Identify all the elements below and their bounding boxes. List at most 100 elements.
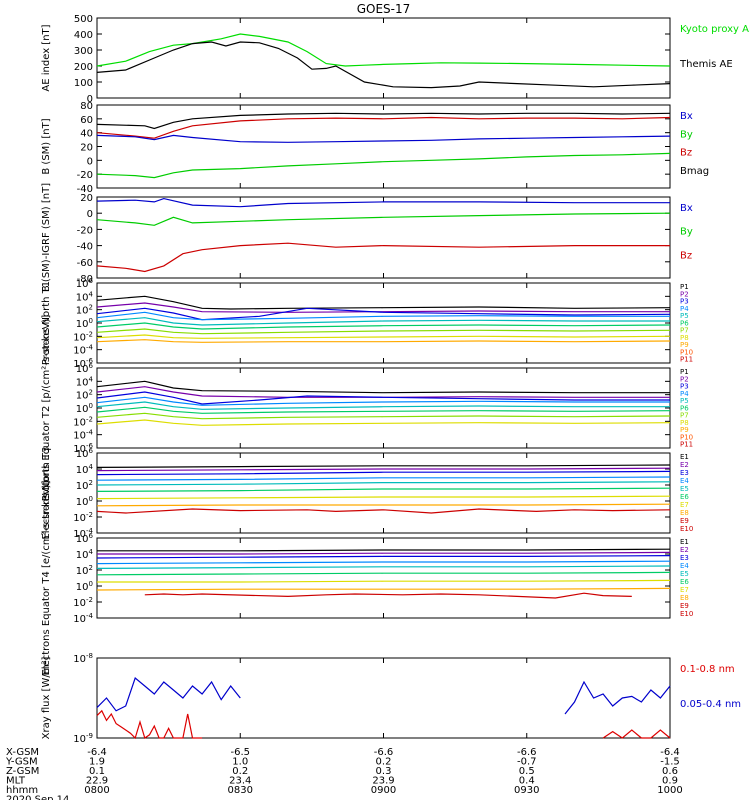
y-tick-label: -60	[77, 258, 93, 269]
legend-entry: By	[680, 227, 693, 238]
y-tick-label: 200	[74, 62, 93, 73]
orbit-row-label: MLT	[6, 776, 26, 787]
orbit-value: -6.6	[517, 747, 537, 758]
legend-entry: Themis AE	[679, 59, 733, 70]
series-line-e4	[96, 476, 671, 481]
orbit-value: 0.3	[376, 766, 392, 777]
y-tick-label: 10-4	[73, 527, 93, 540]
legend-entry: E10	[680, 525, 693, 533]
orbit-value: -1.5	[660, 757, 680, 768]
series-line-p4	[96, 396, 670, 406]
legend-entry: P8	[680, 419, 689, 427]
legend-entry: Bz	[680, 250, 692, 261]
series-line-e2	[97, 551, 671, 555]
panel-frame-pn	[96, 282, 671, 364]
y-axis-label: B (SM)-IGRF (SM) [nT]	[41, 183, 52, 292]
y-tick-label: 300	[74, 46, 93, 57]
legend-entry: Kyoto proxy AE	[680, 24, 750, 35]
series-line-p3	[96, 307, 671, 321]
series-line-bx	[96, 197, 670, 208]
y-tick-label: 20	[80, 193, 93, 204]
orbit-value: -0.7	[517, 757, 537, 768]
legend-entry: Bx	[680, 203, 693, 214]
legend-entry: E5	[680, 485, 689, 493]
y-tick-label: 104	[76, 548, 94, 561]
orbit-value: 23.4	[229, 776, 251, 787]
y-axis-label: Xray flux [W/m²]	[41, 657, 52, 740]
y-tick-label: 102	[76, 389, 93, 402]
y-tick-label: 104	[76, 463, 94, 476]
orbit-value: 0.5	[519, 766, 535, 777]
legend-entry: P11	[680, 441, 693, 449]
legend-entry: P3	[680, 383, 689, 391]
legend-entry: 0.1-0.8 nm	[680, 664, 735, 675]
y-tick-label: 100	[76, 402, 93, 415]
legend-entry: 0.05-0.4 nm	[680, 699, 741, 710]
y-tick-label: 0	[87, 156, 93, 167]
series-line-e8	[96, 587, 671, 591]
legend-entry: P10	[680, 433, 693, 441]
series-line-e7	[97, 579, 671, 583]
series-line-0-1-0-8-nm	[96, 709, 203, 740]
series-line-p2	[96, 302, 670, 313]
y-tick-label: 80	[80, 101, 93, 112]
y-tick-label: 100	[74, 78, 93, 89]
orbit-value: 0.1	[89, 766, 105, 777]
legend-entry: E6	[680, 493, 689, 501]
legend-entry: E5	[680, 570, 689, 578]
legend-entry: Bz	[680, 148, 692, 159]
legend-entry: E6	[680, 578, 689, 586]
series-line-themis-ae	[96, 41, 671, 89]
series-line-e1	[97, 548, 671, 552]
series-line-0-05-0-4-nm	[96, 676, 241, 712]
y-tick-label: -40	[77, 242, 93, 253]
legend-entry: P5	[680, 397, 689, 405]
legend-entry: P10	[680, 348, 693, 356]
legend-entry: P2	[680, 375, 689, 383]
orbit-value: -6.6	[374, 747, 394, 758]
chart-title: GOES-17	[357, 2, 411, 16]
series-line-e2	[96, 467, 671, 472]
y-axis-label: AE index [nT]	[41, 24, 52, 91]
series-line-p4	[96, 311, 670, 321]
y-tick-label: 106	[76, 447, 94, 460]
series-line-e4	[96, 560, 671, 565]
orbit-value: 0800	[84, 785, 109, 796]
y-tick-label: 40	[80, 129, 93, 140]
series-line-p6	[96, 322, 671, 330]
orbit-value: 0.2	[376, 757, 392, 768]
y-tick-label: -20	[77, 170, 93, 181]
series-line-e8	[96, 503, 671, 507]
legend-entry: P5	[680, 312, 689, 320]
series-line-bmag	[96, 112, 671, 130]
y-tick-label: 102	[76, 564, 93, 577]
orbit-row-label: X-GSM	[6, 747, 39, 758]
y-axis-label: Protons North T1	[41, 281, 52, 365]
y-tick-label: 10-4	[73, 612, 93, 625]
y-tick-label: 10-9	[73, 732, 93, 745]
legend-entry: By	[680, 129, 693, 140]
legend-entry: P2	[680, 290, 689, 298]
y-tick-label: 104	[76, 290, 94, 303]
orbit-value: 0.4	[519, 776, 535, 787]
legend-entry: E4	[680, 477, 689, 485]
y-tick-label: 10-6	[73, 442, 93, 455]
legend-entry: P7	[680, 412, 689, 420]
series-line-by	[96, 152, 671, 179]
legend-entry: E7	[680, 586, 689, 594]
legend-entry: P8	[680, 334, 689, 342]
legend-entry: E9	[680, 602, 689, 610]
orbit-value: 0.6	[662, 766, 678, 777]
orbit-value: 23.9	[372, 776, 394, 787]
series-line-p8	[96, 334, 671, 339]
orbit-value: -6.5	[230, 747, 250, 758]
y-axis-label: Protons Equator T2 [p/(cm²-s-sr-keV)]	[41, 315, 52, 502]
legend-entry: E1	[680, 538, 689, 546]
series-line-0-1-0-8-nm	[602, 729, 671, 739]
legend-entry: E10	[680, 610, 693, 618]
date-label: 2020 Sep 14	[6, 795, 69, 800]
series-line-bx	[96, 134, 671, 143]
y-tick-label: 20	[80, 143, 93, 154]
series-line-p9	[96, 339, 671, 343]
